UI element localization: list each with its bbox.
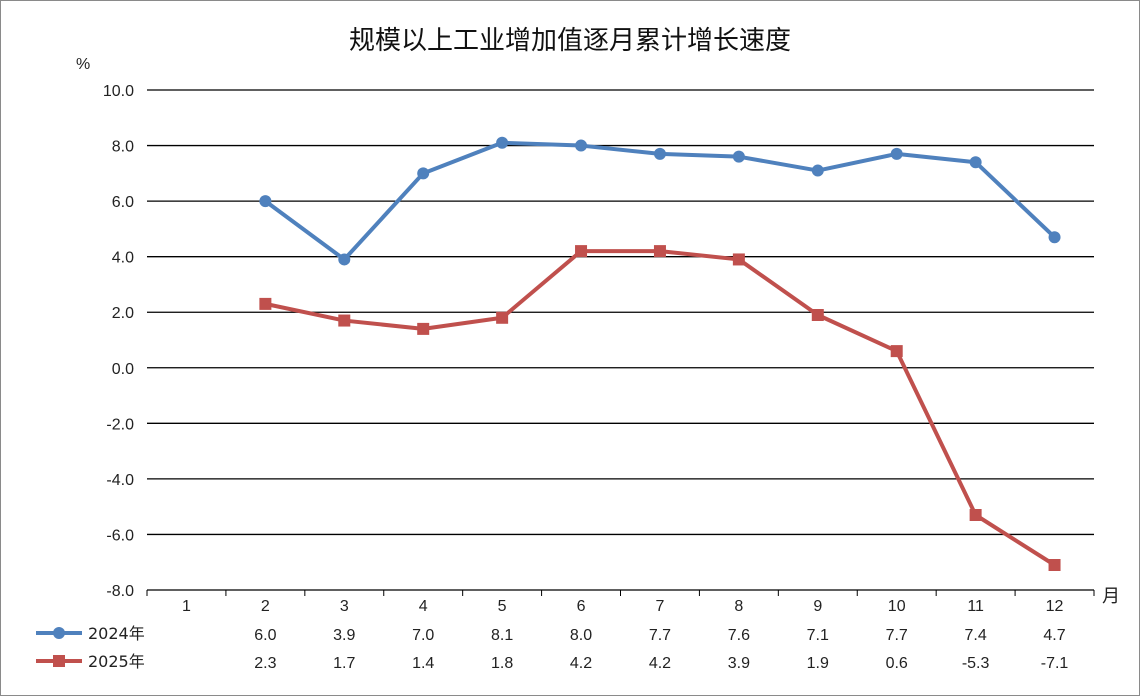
data-point (259, 297, 272, 310)
data-table-value: -5.3 (962, 655, 990, 672)
data-point (338, 253, 351, 266)
data-point (338, 314, 351, 327)
x-axis-unit: 月 (1102, 586, 1120, 607)
data-point (653, 147, 666, 160)
data-point (259, 195, 272, 208)
series-line-2 (264, 249, 1056, 567)
x-tick-label: 6 (577, 598, 586, 615)
data-point (496, 136, 509, 149)
data-point (890, 345, 903, 358)
y-tick-label: 6.0 (112, 194, 134, 211)
data-point (1048, 559, 1061, 571)
data-table-value: 7.1 (807, 627, 829, 644)
x-tick-label: 4 (419, 598, 428, 615)
data-point (575, 245, 588, 258)
data-point (575, 139, 588, 152)
data-point (1048, 231, 1061, 244)
y-tick-label: -2.0 (106, 416, 134, 433)
x-tick-label: 10 (888, 598, 906, 615)
data-point (653, 245, 666, 258)
x-tick-label: 5 (498, 598, 507, 615)
data-point (811, 164, 824, 177)
y-tick-label: -8.0 (106, 583, 134, 600)
data-table-value: 8.0 (570, 627, 592, 644)
y-axis-unit: % (76, 56, 91, 73)
data-table-value: 4.2 (570, 655, 592, 672)
data-point (811, 309, 824, 321)
data-point (496, 311, 509, 324)
data-table-value: 7.7 (649, 627, 671, 644)
data-table-value: 1.4 (412, 655, 434, 672)
legend-label: 2025年 (88, 652, 145, 671)
y-tick-label: 2.0 (112, 305, 134, 322)
data-table-value: 1.7 (333, 655, 355, 672)
data-table-value: 6.0 (254, 627, 276, 644)
legend-marker (53, 655, 65, 667)
data-table-value: 0.6 (886, 655, 908, 672)
x-tick-label: 8 (734, 598, 743, 615)
y-tick-label: 4.0 (112, 250, 134, 267)
x-tick-label: 1 (182, 598, 191, 615)
x-tick-label: 3 (340, 598, 349, 615)
y-tick-label: 8.0 (112, 139, 134, 156)
data-point (732, 150, 745, 163)
data-point (969, 156, 982, 169)
data-point (732, 253, 745, 266)
y-tick-label: -6.0 (106, 527, 134, 544)
data-point (417, 322, 430, 335)
legend-label: 2024年 (88, 624, 145, 643)
data-table-value: 7.0 (412, 627, 434, 644)
data-table-value: 4.2 (649, 655, 671, 672)
data-point (890, 147, 903, 160)
data-table-value: 3.9 (333, 627, 355, 644)
x-tick-label: 12 (1046, 598, 1064, 615)
data-table-value: -7.1 (1041, 655, 1069, 672)
legend-marker (53, 627, 65, 639)
x-tick-label: 11 (967, 598, 984, 615)
data-table-value: 1.8 (491, 655, 513, 672)
data-table-value: 3.9 (728, 655, 750, 672)
data-table-value: 8.1 (491, 627, 513, 644)
y-tick-label: 0.0 (112, 361, 134, 378)
chart-title: 规模以上工业增加值逐月累计增长速度 (348, 26, 791, 56)
x-tick-label: 2 (261, 598, 270, 615)
data-table-value: 2.3 (254, 655, 276, 672)
y-tick-label: 10.0 (103, 83, 134, 100)
data-table-value: 7.6 (728, 627, 750, 644)
data-table-value: 4.7 (1043, 627, 1065, 644)
data-table-value: 7.4 (965, 627, 987, 644)
data-table-value: 7.7 (886, 627, 908, 644)
data-point (417, 167, 430, 180)
y-tick-label: -4.0 (106, 472, 134, 489)
data-point (969, 509, 982, 521)
x-tick-label: 9 (813, 598, 822, 615)
data-table-value: 1.9 (807, 655, 829, 672)
x-tick-label: 7 (656, 598, 665, 615)
